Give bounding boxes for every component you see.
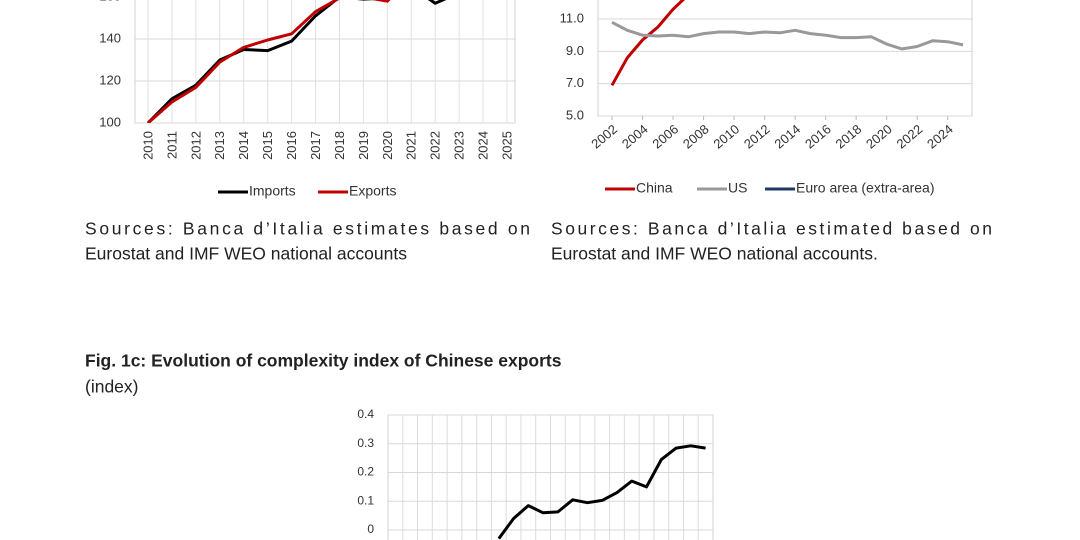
figure-title: Fig. 1c: Evolution of complexity index o…	[85, 351, 562, 371]
series-line	[146, 0, 447, 123]
x-tick-label: 2024	[476, 131, 491, 160]
x-tick-label: 2011	[164, 131, 179, 159]
x-tick-label: 2024	[924, 121, 956, 151]
x-tick-label: 2010	[140, 131, 155, 160]
x-tick-label: 2010	[710, 121, 742, 151]
legend-label: Euro area (extra-area)	[796, 180, 935, 196]
x-tick-label: 2016	[802, 121, 834, 151]
x-tick-label: 2018	[833, 121, 865, 151]
source-line: Sources: Banca d’Italia estimated based …	[551, 219, 992, 239]
x-tick-label: 2021	[404, 131, 419, 160]
legend-label: China	[636, 180, 673, 196]
y-tick-label: 120	[99, 72, 121, 87]
x-tick-label: 2012	[188, 131, 203, 160]
series-line	[497, 444, 706, 540]
legend-label: Imports	[249, 183, 296, 199]
x-tick-label: 2017	[308, 131, 323, 160]
source-line: Sources: Banca d’Italia estimates based …	[85, 219, 530, 239]
series-line	[147, 0, 391, 123]
x-tick-label: 2002	[588, 121, 620, 151]
x-tick-label: 2013	[212, 131, 227, 160]
x-tick-label: 2020	[863, 121, 895, 151]
y-tick-label: 0	[367, 522, 374, 536]
y-tick-label: 9.0	[566, 43, 584, 58]
y-tick-label: 100	[99, 114, 121, 129]
y-tick-label: 0.4	[357, 407, 374, 421]
y-tick-label: 140	[99, 30, 121, 45]
y-tick-label: 11.0	[560, 10, 584, 25]
series-line	[611, 20, 964, 51]
x-tick-label: 2008	[680, 121, 712, 151]
figure-subtitle: (index)	[85, 377, 139, 397]
x-tick-label: 2022	[894, 121, 926, 151]
x-tick-label: 2018	[332, 131, 347, 160]
legend-label: US	[728, 180, 747, 196]
x-tick-label: 2004	[619, 121, 651, 151]
x-tick-label: 2014	[236, 131, 251, 160]
x-tick-label: 2020	[380, 131, 395, 160]
plot-frame	[597, 0, 973, 117]
x-tick-label: 2015	[260, 131, 275, 160]
y-tick-label: 160	[99, 0, 121, 3]
plot-frame	[134, 0, 516, 124]
legend-label: Exports	[349, 183, 396, 199]
x-tick-label: 2016	[284, 131, 299, 160]
source-line: Eurostat and IMF WEO national accounts	[85, 244, 407, 264]
y-tick-label: 7.0	[566, 75, 584, 90]
y-tick-label: 0.3	[357, 436, 374, 450]
series-line	[610, 0, 685, 87]
x-tick-label: 2022	[428, 131, 443, 160]
x-tick-label: 2019	[356, 131, 371, 160]
y-tick-label: 5.0	[566, 107, 584, 122]
x-tick-label: 2025	[499, 131, 514, 160]
y-tick-label: 0.2	[357, 465, 374, 479]
y-tick-label: 0.1	[357, 493, 374, 507]
x-tick-label: 2014	[771, 121, 803, 151]
x-tick-label: 2023	[452, 131, 467, 160]
x-tick-label: 2012	[741, 121, 773, 151]
source-line: Eurostat and IMF WEO national accounts.	[551, 244, 878, 264]
x-tick-label: 2006	[649, 121, 681, 151]
